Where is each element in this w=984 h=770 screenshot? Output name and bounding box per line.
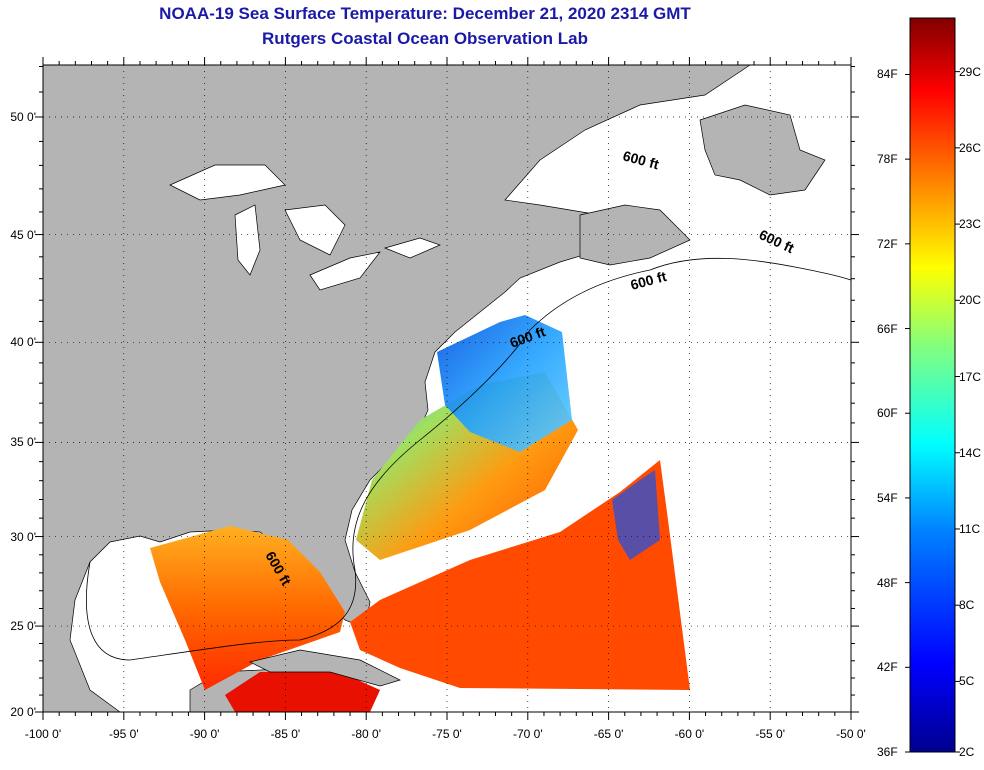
colorbar-label-f: 36F <box>877 745 898 759</box>
colorbar-label-c: 14C <box>959 445 982 460</box>
sst-eastern-patch <box>612 470 660 560</box>
lon-label: -65 0' <box>593 727 624 741</box>
lon-label: -100 0' <box>24 727 62 741</box>
land-cuba <box>248 649 401 687</box>
bathymetry-600ft-contour <box>86 257 852 661</box>
lon-label: -60 0' <box>674 727 705 741</box>
lon-label: -95 0' <box>108 727 139 741</box>
lat-label: 30 0' <box>10 529 36 544</box>
lon-label: -70 0' <box>512 727 543 741</box>
colorbar-label-f: 78F <box>877 152 898 167</box>
sst-northern-shelf <box>437 315 572 452</box>
sst-atlantic-south <box>350 460 690 690</box>
colorbar-label-f: 84F <box>877 67 898 82</box>
great-lakes <box>169 164 441 291</box>
lat-label: 25 0' <box>10 619 36 634</box>
lon-label: -90 0' <box>189 727 220 741</box>
colorbar-label-c: 23C <box>959 217 982 232</box>
colorbar <box>909 17 956 753</box>
sst-gulf-of-mexico <box>150 526 345 690</box>
lat-label: 20 0' <box>10 705 36 719</box>
colorbar-label-f: 48F <box>877 575 898 590</box>
lat-label: 35 0' <box>10 435 36 450</box>
lat-label: 50 0' <box>10 109 36 124</box>
colorbar-label-f: 66F <box>877 321 898 336</box>
map-subtitle: Rutgers Coastal Ocean Observation Lab <box>262 29 588 48</box>
colorbar-label-c: 5C <box>959 674 975 689</box>
colorbar-ticks <box>905 71 960 753</box>
map-frame-area: 600 ft 600 ft 600 ft 600 ft 600 ft <box>35 57 859 720</box>
colorbar-label-c: 11C <box>959 521 981 536</box>
lat-label: 40 0' <box>10 335 36 350</box>
land-north-america <box>42 64 752 713</box>
colorbar-label-c: 2C <box>959 745 975 759</box>
lon-label: -50 0' <box>836 727 866 741</box>
map-title: NOAA-19 Sea Surface Temperature: Decembe… <box>159 4 691 23</box>
land-newfoundland <box>699 104 826 196</box>
colorbar-label-c: 17C <box>959 369 982 384</box>
colorbar-label-c: 26C <box>959 140 982 155</box>
sst-caribbean <box>225 672 380 712</box>
colorbar-label-f: 60F <box>877 406 898 421</box>
lat-label: 45 0' <box>10 227 36 242</box>
colorbar-label-c: 8C <box>959 598 975 613</box>
lon-label: -75 0' <box>432 727 462 741</box>
map-frame <box>42 64 852 713</box>
lon-label: -85 0' <box>270 727 301 741</box>
colorbar-label-c: 29C <box>959 64 982 79</box>
lon-label: -80 0' <box>351 727 382 741</box>
colorbar-label-f: 72F <box>877 236 898 251</box>
colorbar-label-f: 54F <box>877 490 898 505</box>
lon-label: -55 0' <box>755 727 786 741</box>
colorbar-label-f: 42F <box>877 660 898 675</box>
land-nova-scotia <box>579 204 691 266</box>
colorbar-label-c: 20C <box>959 293 982 308</box>
